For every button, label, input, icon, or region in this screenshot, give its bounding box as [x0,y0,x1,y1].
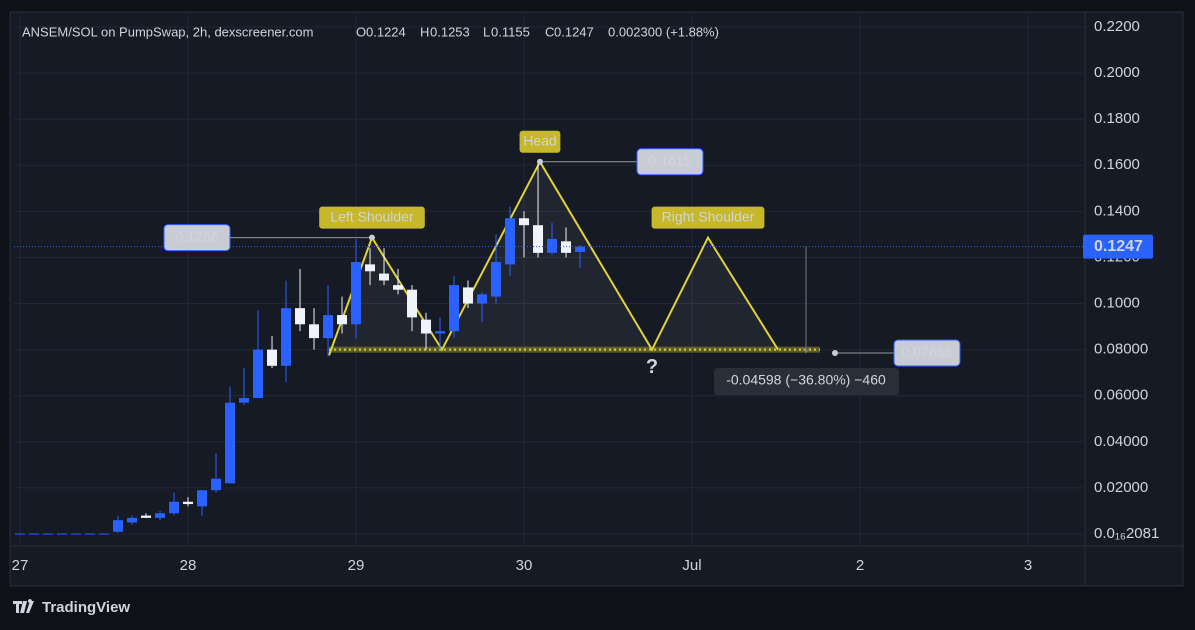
y-tick-label: 0.08000 [1094,341,1148,358]
candle-body [449,285,460,332]
ohlc-value: 0.1155 [491,24,530,39]
pattern-label-box [651,206,765,229]
candle-body [15,533,26,535]
candle-body [113,520,124,532]
candle-body [379,273,390,281]
pattern-label: Right Shoulder [662,208,755,224]
y-tick-label: 0.2000 [1094,64,1140,81]
x-tick-label: 29 [348,557,365,574]
candle-body [71,533,82,535]
ohlc-value: 0.1224 [366,24,406,39]
y-tick-label: 0.1400 [1094,202,1140,219]
ohlc-label: L [483,24,490,39]
brand-logo [13,599,34,613]
candle-body [225,402,236,484]
pattern-label-box [519,130,561,153]
candle-body [505,218,516,265]
candle-body [141,515,152,518]
candle-body [519,218,530,226]
y-tick-label: 0.1000 [1094,295,1140,312]
candle-body [169,501,180,514]
candle-body [211,478,222,491]
ohlc-label: C [545,24,554,39]
x-tick-label: 2 [856,557,864,574]
candle-body [99,533,110,535]
last-price-tag [1083,234,1153,259]
candle-body [463,287,474,304]
candle-body [29,533,40,535]
pattern-label-box [319,206,425,229]
measure-arrowhead [801,347,811,354]
candle-body [295,308,306,325]
candle-body [351,262,362,325]
annotations: -0.04598 (−36.80%) −460 0.1286 0.1615 0.078… [14,148,1153,395]
ohlc-value: 0.1247 [554,24,594,39]
candle-body [365,264,376,272]
candle-body [309,324,320,339]
pattern-fill [329,161,778,356]
candle-body [267,349,278,366]
pattern-question: ? [646,356,658,378]
ohlc-label: H [420,24,429,39]
candle-body [435,331,446,334]
pattern-label: Head [523,133,556,149]
candle-body [43,533,54,535]
candle-body [407,289,418,318]
y-tick-label: 0.0₁₆2081 [1094,525,1159,542]
candle-body [421,319,432,334]
candle-body [183,501,194,505]
measure-box [714,368,899,395]
price-label-dot [832,349,838,356]
y-tick-label: 0.04000 [1094,433,1148,450]
candle-body [477,294,488,304]
brand-name: TradingView [42,599,130,616]
chart-title: ANSEM/SOL on PumpSwap, 2h, dexscreener.c… [22,24,313,39]
pattern-label: Left Shoulder [330,208,414,224]
ohlc-label: O [356,24,366,39]
candle-body [127,517,138,523]
price-label-dot [536,158,543,165]
candle-body [547,239,558,253]
last-price-label: 0.1247 [1094,238,1143,255]
candle-body [393,285,404,290]
x-tick-label: 3 [1024,557,1032,574]
y-tick-label: 0.02000 [1094,479,1148,496]
price-label-dot [368,234,375,241]
price-label: 0.1615 [649,153,692,169]
x-tick-label: 28 [180,557,197,574]
ohlc-value: 0.1253 [430,24,470,39]
brand: TradingView [13,599,130,616]
candle-body [281,308,292,366]
candle-body [337,315,348,325]
y-tick-label: 0.06000 [1094,387,1148,404]
x-tick-label: Jul [682,557,701,574]
price-label-box [163,224,231,252]
candle-body [491,262,502,297]
candle-body [57,533,68,535]
candle-body [197,490,208,507]
price-label: 0.07855 [902,344,953,360]
candle-body [239,398,250,403]
x-tick-label: 27 [12,557,29,574]
price-label-box [893,339,961,367]
price-label: 0.1286 [176,228,219,244]
candle-body [533,225,544,253]
y-tick-label: 0.1600 [1094,156,1140,173]
pattern: Left Shoulder Head Right Shoulder? [319,130,820,378]
ohlc-change: 0.002300 (+1.88%) [608,24,719,39]
x-tick-label: 30 [516,557,533,574]
candle-body [155,513,166,518]
candle-body [575,246,586,252]
y-tick-label: 0.2200 [1094,18,1140,35]
candles [15,161,586,535]
measure-label: -0.04598 (−36.80%) −460 [726,372,886,388]
y-tick-label: 0.1800 [1094,110,1140,127]
candle-body [323,315,334,339]
candle-body [253,349,264,399]
price-label-box [636,148,704,176]
candle-body [85,533,96,535]
ohlc-header: O 0.1224 H 0.1253 L 0.1155 C 0.1247 0.002300 (+1… [356,24,719,39]
